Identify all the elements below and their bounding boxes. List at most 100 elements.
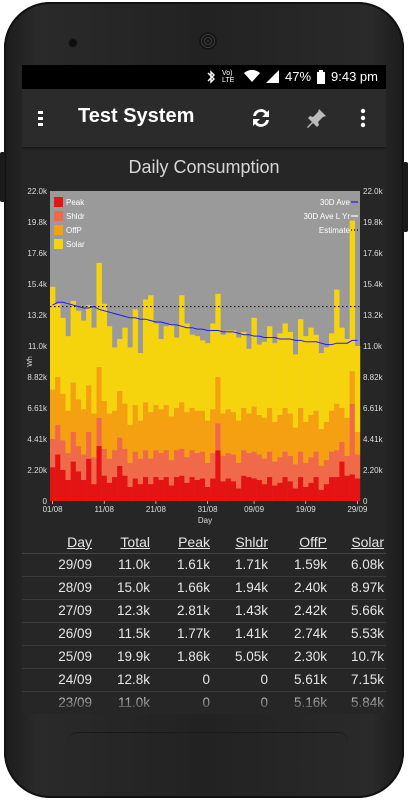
hamburger-icon[interactable] (36, 109, 60, 129)
table-cell-solar: 7.15k (350, 672, 384, 687)
bar-peak (60, 470, 66, 501)
bar-offp (194, 410, 201, 454)
table-cell-offp: 2.74k (293, 626, 327, 641)
bar-solar (106, 326, 113, 414)
bar-offp (86, 385, 92, 432)
bar-peak (339, 461, 345, 501)
volume-button (0, 152, 5, 202)
screen: Vo) LTE 47% 9:43 pm Test System Daily Co… (22, 65, 386, 714)
bar-peak (91, 484, 97, 501)
legend-swatch (54, 211, 63, 221)
column-header-day[interactable]: Day (22, 531, 92, 553)
bar-shldr (117, 437, 123, 466)
wifi-icon (243, 70, 260, 82)
bar-peak (277, 482, 283, 501)
bar-peak (344, 475, 350, 501)
bar-offp (215, 377, 221, 424)
chart-title: Daily Consumption (128, 157, 280, 177)
bar-offp (287, 413, 294, 456)
x-tick-label: 19/09 (296, 505, 317, 514)
bar-offp (101, 400, 108, 449)
table-cell-total: 12.3k (116, 603, 150, 618)
bar-solar (251, 317, 257, 407)
bar-offp (282, 408, 288, 452)
bar-solar (65, 336, 71, 411)
column-header-label: Day (67, 534, 92, 550)
bar-offp (303, 422, 309, 463)
bar-shldr (112, 450, 118, 478)
bar-offp (298, 408, 304, 452)
y-tick-label-left: 2.20k (27, 466, 48, 475)
bar-offp (55, 377, 61, 425)
bar-shldr (215, 423, 221, 451)
refresh-icon[interactable] (248, 105, 274, 131)
signal-icon (265, 70, 279, 83)
bar-solar (230, 330, 237, 413)
column-header-label: OffP (299, 534, 327, 550)
column-header-label: Shldr (235, 534, 268, 550)
table-cell-offp: 2.42k (293, 603, 327, 618)
bar-shldr (344, 455, 350, 476)
bar-shldr (334, 450, 340, 478)
column-header-offp[interactable]: OffP (268, 531, 327, 553)
column-header-label: Total (120, 534, 150, 550)
table-row[interactable]: 25/09 19.9k 1.86k 5.05k 2.30k 10.7k (22, 646, 386, 669)
table-row[interactable]: 27/09 12.3k 2.81k 1.43k 2.42k 5.66k (22, 600, 386, 623)
y-tick-label-left: 19.8k (27, 218, 48, 227)
bar-offp (344, 417, 350, 456)
table-cell-day: 27/09 (58, 603, 92, 618)
bar-offp (220, 413, 226, 456)
daily-consumption-chart[interactable]: 0 0 2.20k 2.20k 4.41k 4.41k 6.61k 6.61k 8.82k 8.8… (22, 183, 386, 533)
bar-offp (318, 429, 325, 466)
table-row[interactable]: 24/09 12.8k 0 0 5.61k 7.15k (22, 669, 386, 692)
bar-shldr (329, 451, 335, 478)
status-bar: Vo) LTE 47% 9:43 pm (22, 65, 386, 89)
table-cell-shldr: 1.94k (234, 580, 268, 595)
bar-shldr (137, 458, 144, 485)
column-header-shldr[interactable]: Shldr (210, 531, 268, 553)
bar-shldr (303, 462, 309, 487)
pin-icon[interactable] (304, 105, 330, 131)
column-header-total[interactable]: Total (92, 531, 150, 553)
bar-peak (225, 478, 232, 501)
bar-solar (158, 338, 164, 410)
bar-shldr (236, 462, 242, 489)
table-cell-offp: 2.30k (293, 649, 327, 664)
bluetooth-icon (207, 69, 215, 84)
column-header-peak[interactable]: Peak (150, 531, 210, 553)
bar-shldr (210, 453, 216, 479)
bar-shldr (194, 453, 201, 480)
bar-offp (60, 393, 66, 441)
table-row[interactable]: 29/09 11.0k 1.61k 1.71k 1.59k 6.08k (22, 554, 386, 577)
table-cell-total: 15.0k (116, 580, 150, 595)
overflow-menu-icon[interactable] (350, 105, 376, 131)
bar-solar (86, 305, 92, 386)
bar-offp (143, 402, 149, 451)
battery-icon (317, 69, 326, 84)
bar-offp (179, 402, 185, 449)
bar-shldr (184, 457, 190, 483)
bar-peak (148, 484, 154, 501)
table-cell-peak: 1.86k (176, 649, 210, 664)
bar-solar (205, 343, 211, 421)
bar-offp (323, 422, 330, 461)
app-toolbar: Test System (22, 89, 386, 147)
bar-offp (122, 403, 128, 449)
table-cell-offp: 2.40k (293, 580, 327, 595)
bar-solar (344, 338, 350, 418)
bar-shldr (50, 439, 56, 468)
column-header-solar[interactable]: Solar (327, 531, 384, 553)
table-cell-solar: 8.97k (350, 580, 384, 595)
bar-peak (96, 446, 102, 501)
table-row[interactable]: 26/09 11.5k 1.77k 1.41k 2.74k 5.53k (22, 623, 386, 646)
bar-shldr (174, 450, 180, 478)
bar-solar (122, 327, 128, 404)
y-tick-label-left: 6.61k (27, 404, 48, 413)
table-row[interactable]: 28/09 15.0k 1.66k 1.94k 2.40k 8.97k (22, 577, 386, 600)
bar-offp (163, 405, 170, 451)
x-tick-label: 11/08 (95, 505, 115, 514)
bar-offp (256, 415, 263, 455)
bar-shldr (143, 450, 149, 478)
bar-solar (137, 353, 144, 421)
legend-right-label: 30D Ave (320, 198, 351, 207)
